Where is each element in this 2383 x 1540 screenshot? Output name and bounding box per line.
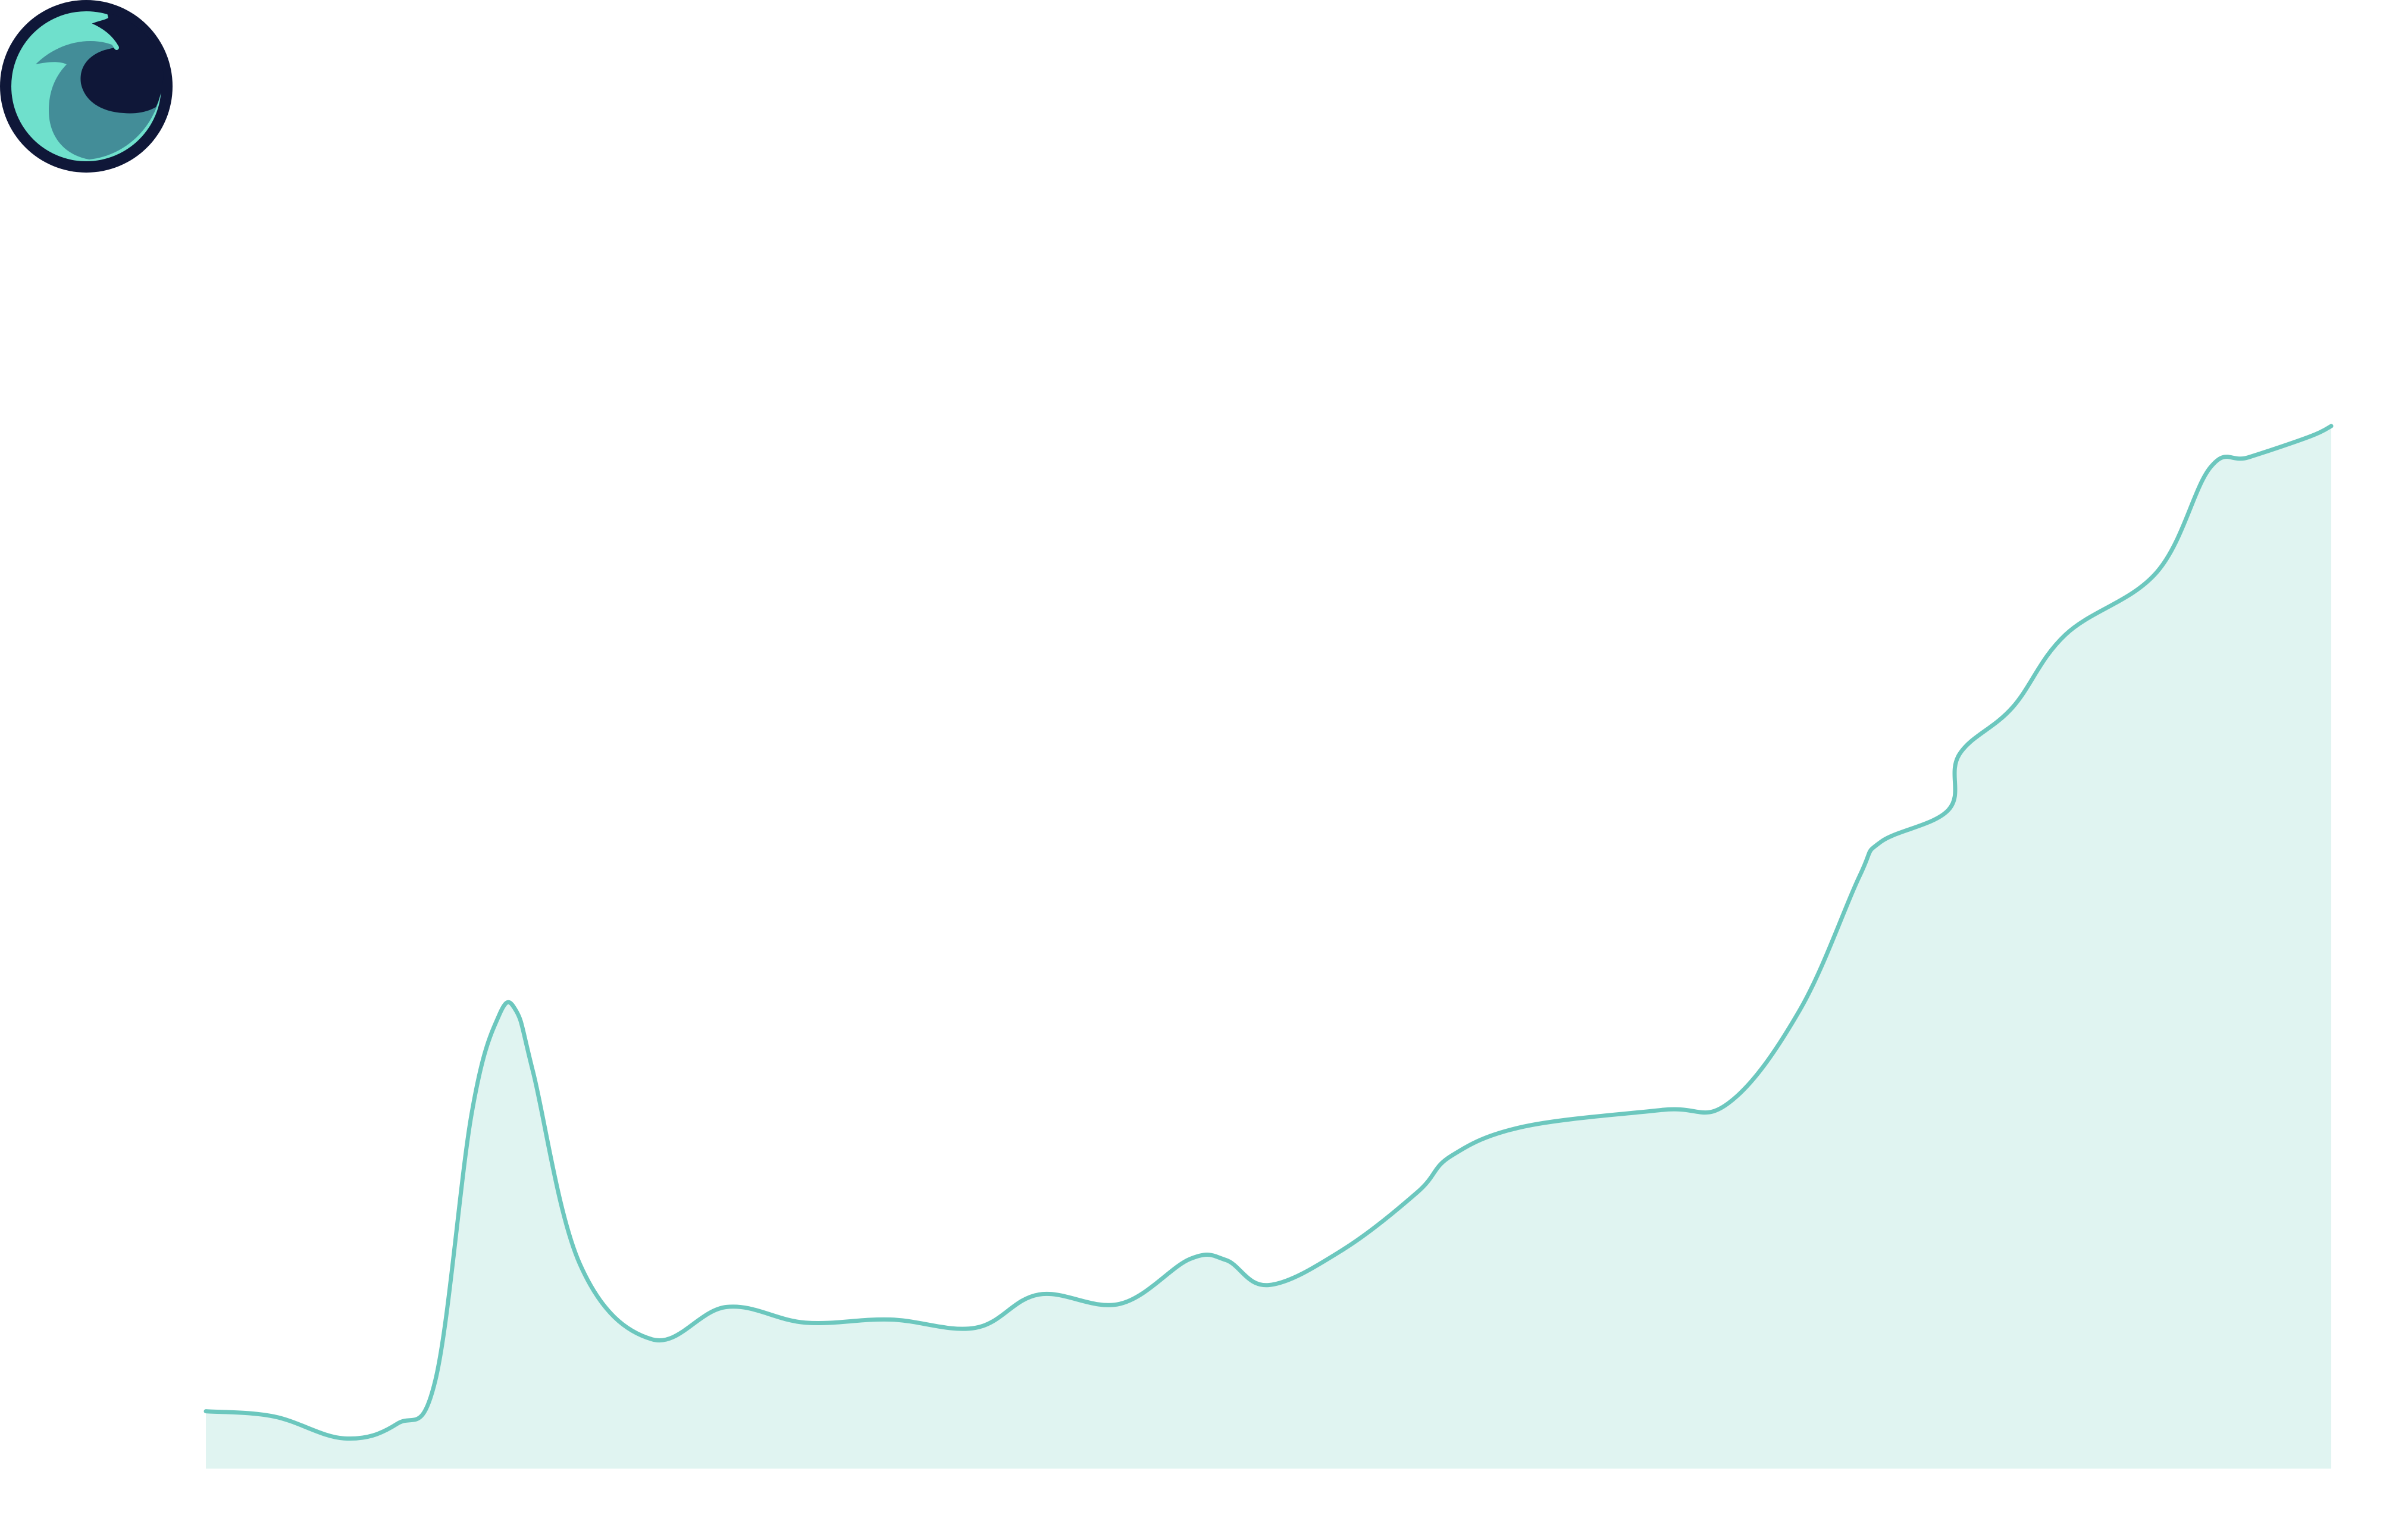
area-fill <box>206 426 2331 1469</box>
series-line <box>203 424 2334 1441</box>
wave-logo-icon <box>0 0 173 173</box>
